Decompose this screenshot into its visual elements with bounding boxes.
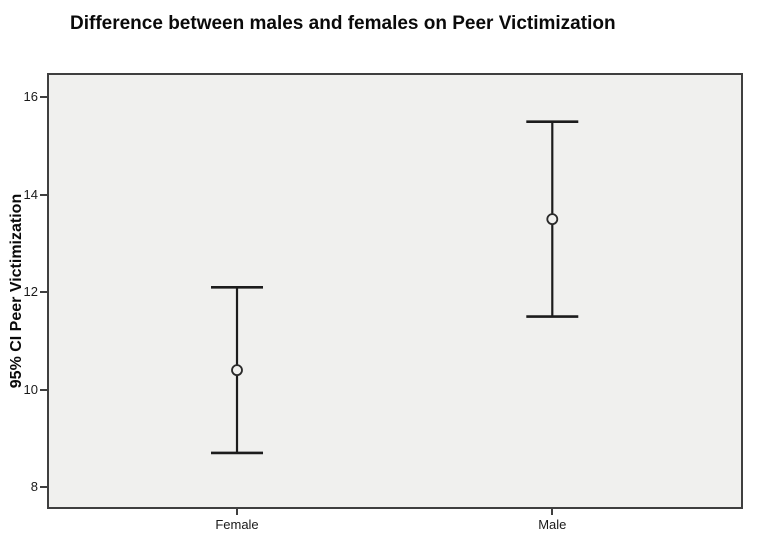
y-tick-mark [40,193,47,196]
plot-area [47,73,743,509]
mean-marker [231,364,243,377]
errorbar-plot [211,120,579,455]
x-tick-label-female: Female [215,517,259,532]
y-tick-label: 14 [23,186,38,202]
error-bar-male [526,120,579,318]
y-tick-label: 16 [23,89,38,105]
y-tick-mark [40,388,47,391]
y-tick-label: 12 [23,284,38,300]
y-tick-label: 8 [30,479,38,495]
x-tick-mark [551,509,554,515]
mean-marker [546,213,559,226]
y-tick-mark [40,96,47,99]
y-tick-mark [40,291,47,294]
x-tick-mark [236,509,238,515]
x-tick-label-male: Male [538,517,567,532]
error-bar-female [211,286,264,455]
chart-title: Difference between males and females on … [70,13,616,34]
y-tick-label: 10 [23,381,38,397]
y-tick-mark [40,486,47,489]
